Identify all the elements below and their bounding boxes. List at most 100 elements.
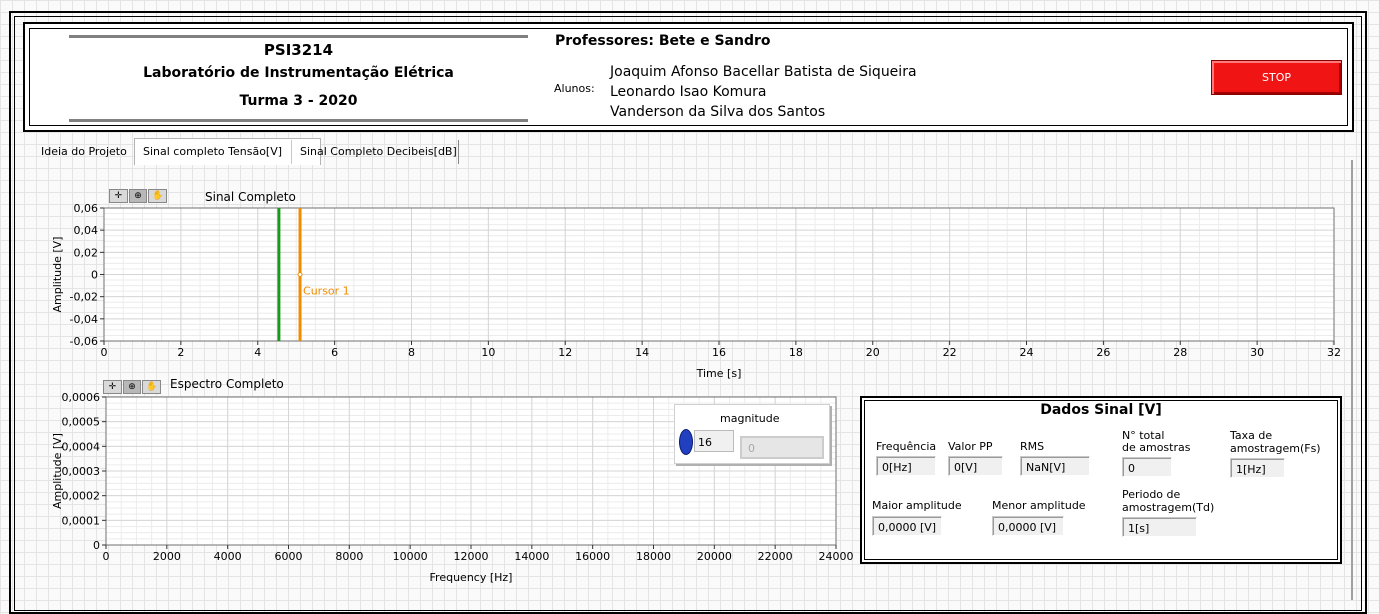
course-code: PSI3214 [263, 41, 334, 59]
graph1-cursor-point [297, 272, 303, 277]
magnitude-input[interactable]: 16 [694, 430, 734, 452]
students-label: Alunos: [554, 82, 595, 95]
graph2-x-tick-label: 24000 [819, 550, 854, 563]
cursor-tool-icon[interactable]: ✛ [103, 380, 122, 394]
graph2-x-tick-label: 4000 [214, 550, 242, 563]
header-rule-top [69, 35, 528, 38]
header-panel [23, 22, 1354, 132]
graph1-x-tick-label: 14 [635, 346, 649, 359]
graph2-x-tick-label: 8000 [335, 550, 363, 563]
graph1-y-tick-label: -0,06 [70, 335, 98, 348]
graph1-x-tick-label: 26 [1096, 346, 1110, 359]
tab-sinal-completo-decibeis[interactable]: Sinal Completo Decibeis[dB] [291, 140, 459, 164]
graph1-y-tick-label: -0,02 [70, 291, 98, 304]
graph2-y-tick-label: 0,0005 [62, 416, 101, 429]
graph2-x-axis-label: Frequency [Hz] [430, 571, 513, 584]
graph2-x-tick-label: 16000 [575, 550, 610, 563]
taxa-label-2: amostragem(Fs) [1230, 442, 1321, 455]
zoom-tool-icon[interactable]: ⊕ [128, 189, 148, 203]
graph1-title: Sinal Completo [205, 190, 296, 204]
dados-title: Dados Sinal [V] [1040, 402, 1162, 418]
tab-sinal-completo-tensao[interactable]: Sinal completo Tensão[V] [134, 138, 321, 165]
maior-amplitude-value: 0,0000 [V] [872, 516, 942, 536]
taxa-value: 1[Hz] [1230, 458, 1285, 478]
magnitude-knob-icon[interactable] [679, 429, 693, 455]
periodo-label-1: Periodo de [1122, 488, 1181, 501]
graph1-x-axis-label: Time [s] [696, 367, 742, 380]
graph1-x-tick-label: 4 [254, 346, 261, 359]
cursor-tool-icon[interactable]: ✛ [109, 189, 128, 203]
graph1-y-tick-label: 0 [91, 269, 98, 282]
magnitude-label: magnitude [720, 412, 780, 425]
class-label: Turma 3 - 2020 [239, 93, 358, 109]
graph1-x-tick-label: 22 [943, 346, 957, 359]
graph2-x-tick-label: 2000 [153, 550, 181, 563]
menor-amplitude-value: 0,0000 [V] [992, 516, 1064, 536]
graph1-y-tick-label: 0,02 [74, 246, 99, 259]
graph2-palette: ✛ ⊕ ✋ [103, 380, 162, 394]
graph2-y-axis-label: Amplitude [V] [51, 433, 64, 509]
course-name: Laboratório de Instrumentação Elétrica [143, 65, 454, 81]
graph2-y-tick-label: 0 [93, 539, 100, 552]
graph1-cursor-label: Cursor 1 [303, 285, 350, 298]
student-3: Vanderson da Silva dos Santos [610, 104, 826, 120]
graph1-x-tick-label: 30 [1250, 346, 1264, 359]
graph1-x-tick-label: 24 [1020, 346, 1034, 359]
graph1-x-tick-label: 20 [866, 346, 880, 359]
inner-frame [14, 16, 1362, 611]
professors-label: Professores: Bete e Sandro [555, 33, 771, 49]
valor-pp-label: Valor PP [948, 440, 993, 453]
student-2: Leonardo Isao Komura [610, 84, 767, 100]
graph1-x-tick-label: 6 [331, 346, 338, 359]
graph1-x-tick-label: 18 [789, 346, 803, 359]
graph2-x-tick-label: 12000 [454, 550, 489, 563]
pan-hand-icon[interactable]: ✋ [142, 380, 162, 394]
graph2-x-tick-label: 0 [103, 550, 110, 563]
frequencia-value: 0[Hz] [876, 456, 936, 476]
tab-ideia-do-projeto[interactable]: Ideia do Projeto [41, 145, 127, 158]
dados-sinal-panel: Dados Sinal [V] [860, 396, 1342, 564]
periodo-label-2: amostragem(Td) [1122, 501, 1215, 514]
periodo-value: 1[s] [1122, 517, 1197, 537]
taxa-label-1: Taxa de [1230, 429, 1273, 442]
graph2-x-tick-label: 10000 [393, 550, 428, 563]
graph1-y-tick-label: 0,04 [74, 224, 99, 237]
graph1-x-tick-label: 10 [481, 346, 495, 359]
graph2-x-tick-label: 20000 [697, 550, 732, 563]
graph2-y-tick-label: 0,0002 [62, 490, 101, 503]
graph2-y-tick-label: 0,0006 [62, 391, 101, 404]
header-rule-bottom [69, 119, 528, 122]
graph2-y-tick-label: 0,0003 [62, 465, 101, 478]
rms-value: NaN[V] [1020, 456, 1090, 476]
graph1-x-tick-label: 28 [1173, 346, 1187, 359]
graph2-x-tick-label: 18000 [636, 550, 671, 563]
frequencia-label: Frequência [876, 440, 937, 453]
graph2-y-tick-label: 0,0004 [62, 440, 101, 453]
n-amostras-value: 0 [1122, 457, 1172, 477]
graph2-x-tick-label: 6000 [275, 550, 303, 563]
menor-amplitude-label: Menor amplitude [992, 499, 1086, 512]
graph1-palette: ✛ ⊕ ✋ [109, 189, 168, 203]
stop-button[interactable]: STOP [1211, 60, 1342, 95]
graph1-y-tick-label: -0,04 [70, 313, 98, 326]
n-amostras-label-1: N° total [1122, 429, 1165, 442]
valor-pp-value: 0[V] [948, 456, 1003, 476]
zoom-tool-icon[interactable]: ⊕ [122, 380, 142, 394]
graph1-x-tick-label: 8 [408, 346, 415, 359]
outer-frame [9, 11, 1367, 614]
graph2-title: Espectro Completo [170, 377, 284, 391]
graph1-x-tick-label: 32 [1327, 346, 1341, 359]
graph1-x-tick-label: 2 [177, 346, 184, 359]
maior-amplitude-label: Maior amplitude [872, 499, 962, 512]
graph2-y-tick-label: 0,0001 [62, 514, 101, 527]
graph2-x-tick-label: 14000 [514, 550, 549, 563]
n-amostras-label-2: de amostras [1122, 441, 1191, 454]
graph2-x-tick-label: 22000 [758, 550, 793, 563]
rms-label: RMS [1020, 440, 1045, 453]
graph1-x-tick-label: 0 [101, 346, 108, 359]
pan-hand-icon[interactable]: ✋ [148, 189, 168, 203]
graph1-x-tick-label: 12 [558, 346, 572, 359]
graph1-x-tick-label: 16 [712, 346, 726, 359]
tab-panel-edge [1351, 160, 1353, 600]
